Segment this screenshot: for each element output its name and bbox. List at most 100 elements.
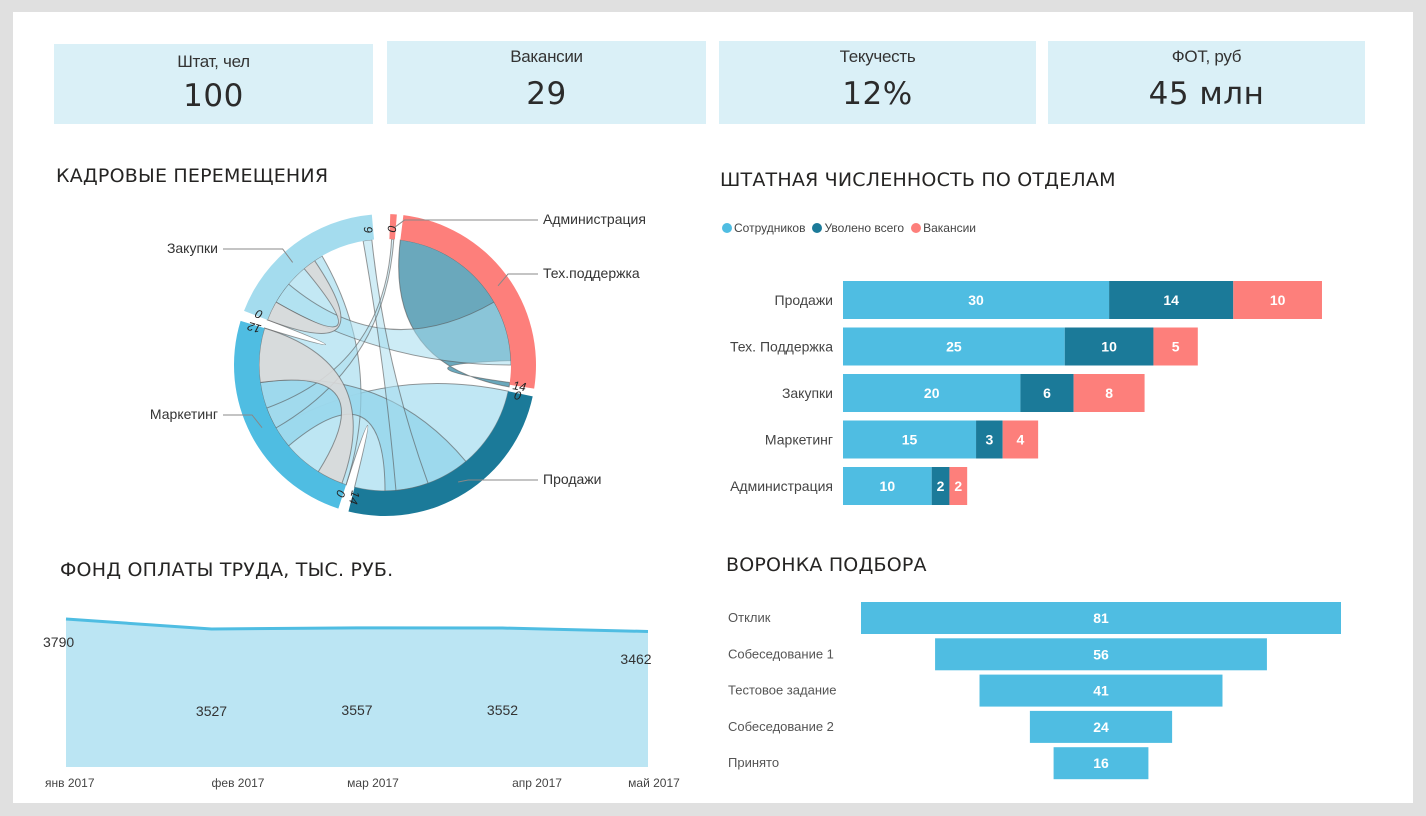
legend-dot-icon xyxy=(722,223,732,233)
chord-diagram: 01401401206АдминистрацияТех.поддержкаПро… xyxy=(150,211,646,516)
bar-data-label: 15 xyxy=(902,432,918,448)
bar-data-label: 6 xyxy=(1043,385,1051,401)
legend-item-vacancies[interactable]: Вакансии xyxy=(911,221,976,235)
chord-tick-label: 0 xyxy=(333,488,349,499)
chord-group-label: Маркетинг xyxy=(150,406,218,422)
area-data-label: 3527 xyxy=(196,703,227,719)
kpi-card-payroll[interactable]: ФОТ, руб 45 млн xyxy=(1048,41,1365,124)
bar-category-label: Тех. Поддержка xyxy=(730,339,833,355)
legend-item-employees[interactable]: Сотрудников xyxy=(722,221,805,235)
chord-tick-label: 0 xyxy=(253,306,265,322)
bar-category-label: Маркетинг xyxy=(765,432,833,448)
bar-data-label: 10 xyxy=(880,478,896,494)
recruitment-funnel-chart: Отклик 81 Собеседование 1 56 Тестовое задани… xyxy=(728,602,1341,780)
bar-data-label: 25 xyxy=(946,339,962,355)
funnel-data-label: 56 xyxy=(1093,646,1109,662)
legend-dot-icon xyxy=(911,223,922,233)
funnel-data-label: 81 xyxy=(1093,610,1109,626)
bar-data-label: 30 xyxy=(968,292,984,308)
funnel-bar[interactable] xyxy=(861,602,1341,634)
bar-segment[interactable] xyxy=(843,327,1065,366)
payroll-chart-title: ФОНД ОПЛАТЫ ТРУДА, ТЫС. РУБ. xyxy=(60,559,394,581)
chord-ribbon[interactable] xyxy=(258,327,354,485)
bar-segment[interactable] xyxy=(1109,281,1234,319)
bar-segment[interactable] xyxy=(843,281,1110,319)
kpi-label: Текучесть xyxy=(839,47,916,66)
kpi-value: 29 xyxy=(526,76,567,112)
legend-dot-icon xyxy=(812,223,823,233)
funnel-data-label: 41 xyxy=(1093,683,1109,699)
chord-leader-line xyxy=(223,414,263,428)
legend-label: Сотрудников xyxy=(734,221,806,235)
bar-data-label: 8 xyxy=(1105,385,1113,401)
chord-group-label: Продажи xyxy=(543,471,601,487)
bar-category-label: Закупки xyxy=(782,385,833,401)
bar-data-label: 2 xyxy=(954,478,962,494)
legend-item-fired[interactable]: Уволено всего xyxy=(812,221,904,235)
chord-group-arc[interactable] xyxy=(400,215,536,389)
area-data-label: 3552 xyxy=(487,702,518,718)
chord-group-arc[interactable] xyxy=(234,320,347,509)
x-axis-tick-label: апр 2017 xyxy=(512,776,562,790)
chord-group-arc[interactable] xyxy=(348,391,533,516)
area-data-label: 3557 xyxy=(341,702,372,718)
chord-leader-line xyxy=(458,479,538,483)
bar-segment[interactable] xyxy=(949,467,968,505)
kpi-label: Вакансии xyxy=(510,47,583,66)
bar-segment[interactable] xyxy=(843,374,1021,412)
legend-label: Уволено всего xyxy=(824,221,905,235)
chord-leader-line xyxy=(497,273,538,287)
chord-group-arc[interactable] xyxy=(389,214,397,240)
funnel-bar[interactable] xyxy=(979,674,1223,707)
kpi-card-turnover[interactable]: Текучесть 12% xyxy=(719,41,1036,124)
funnel-bar[interactable] xyxy=(935,638,1267,671)
bar-segment[interactable] xyxy=(1233,281,1322,319)
bar-segment[interactable] xyxy=(931,467,950,505)
chord-tick-label: 14 xyxy=(346,489,363,505)
x-axis-tick-label: янв 2017 xyxy=(45,776,95,790)
funnel-bar[interactable] xyxy=(1053,747,1149,780)
chord-tick-label: 14 xyxy=(512,378,528,394)
kpi-label: Штат, чел xyxy=(177,52,250,71)
headcount-legend: Сотрудников Уволено всего Вакансии xyxy=(722,221,979,235)
x-axis-tick-label: май 2017 xyxy=(628,776,680,790)
chord-group-arc[interactable] xyxy=(244,214,375,320)
kpi-label: ФОТ, руб xyxy=(1171,47,1242,66)
bar-segment[interactable] xyxy=(976,420,1003,459)
area-data-label: 3790 xyxy=(43,634,74,650)
chord-group-label: Закупки xyxy=(167,240,218,256)
funnel-data-label: 24 xyxy=(1093,719,1109,735)
headcount-chart-title: ШТАТНАЯ ЧИСЛЕННОСТЬ ПО ОТДЕЛАМ xyxy=(720,169,1116,191)
bar-segment[interactable] xyxy=(1002,420,1039,459)
bar-data-label: 10 xyxy=(1101,339,1117,355)
x-axis-tick-label: фев 2017 xyxy=(212,776,265,790)
kpi-value: 12% xyxy=(842,76,913,112)
bar-segment[interactable] xyxy=(1020,374,1074,412)
bar-segment[interactable] xyxy=(843,467,932,505)
bar-data-label: 3 xyxy=(985,432,993,448)
funnel-chart-title: ВОРОНКА ПОДБОРА xyxy=(726,554,927,576)
funnel-stage-label: Отклик xyxy=(728,610,771,625)
x-axis-tick-label: мар 2017 xyxy=(347,776,399,790)
chord-tick-label: 0 xyxy=(385,225,399,233)
bar-segment[interactable] xyxy=(1153,327,1198,366)
bar-data-label: 10 xyxy=(1270,292,1286,308)
bar-segment[interactable] xyxy=(1073,374,1145,412)
legend-label: Вакансии xyxy=(923,221,977,235)
dashboard-page: Штат, чел 100 Вакансии 29 Текучесть 12% … xyxy=(13,12,1413,803)
kpi-value: 100 xyxy=(183,78,244,114)
kpi-card-headcount[interactable]: Штат, чел 100 xyxy=(54,44,373,124)
kpi-card-vacancies[interactable]: Вакансии 29 xyxy=(387,41,706,124)
bar-segment[interactable] xyxy=(1064,327,1154,366)
bar-data-label: 4 xyxy=(1017,432,1025,448)
area-fill xyxy=(66,619,648,767)
funnel-bar[interactable] xyxy=(1029,710,1173,743)
payroll-area-chart: 3790 3527 3557 3552 3462 янв 2017 фев 2017 мар … xyxy=(43,617,680,790)
funnel-stage-label: Принято xyxy=(728,755,779,770)
area-line xyxy=(65,617,649,633)
bar-segment[interactable] xyxy=(843,420,977,459)
chord-tick-label: 0 xyxy=(513,388,523,403)
headcount-bar-chart: Продажи 30 14 10 Тех. Поддержка 25 10 5 Закупки 2… xyxy=(730,281,1322,505)
kpi-value: 45 млн xyxy=(1148,76,1265,112)
area-data-label: 3462 xyxy=(620,651,651,667)
